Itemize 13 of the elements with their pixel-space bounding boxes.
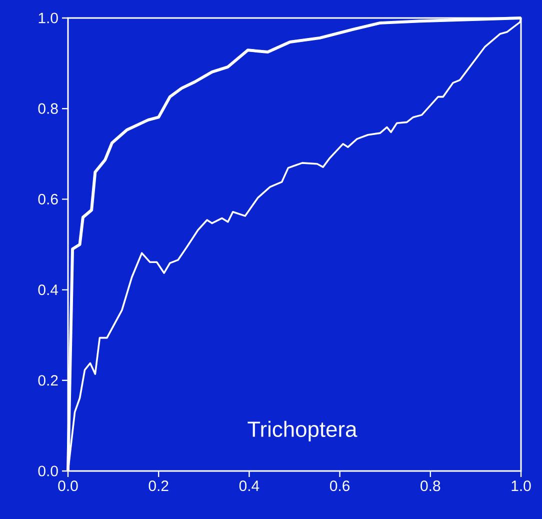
y-tick-label: 0.2 — [38, 375, 58, 386]
x-tick-label: 0.0 — [58, 480, 78, 492]
x-tick-label: 0.8 — [420, 480, 440, 492]
y-tick-label: 0.8 — [38, 103, 58, 114]
x-tick-label: 0.4 — [239, 480, 260, 492]
y-tick-label: 0.0 — [38, 466, 58, 476]
y-tick-label: 0.6 — [38, 194, 58, 204]
annotation: Trichoptera — [248, 420, 358, 442]
x-tick-label: 0.6 — [330, 480, 350, 492]
y-tick-label: 0.4 — [38, 284, 58, 296]
y-tick-label: 1.0 — [38, 12, 58, 24]
x-tick-label: 1.0 — [512, 480, 531, 492]
x-tick-label: 0.2 — [148, 480, 168, 492]
